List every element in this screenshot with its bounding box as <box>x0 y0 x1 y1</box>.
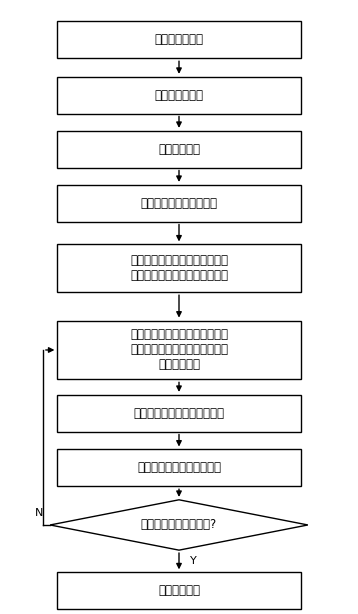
Text: 近红外光谱采集: 近红外光谱采集 <box>155 88 203 102</box>
Text: 基于量子遗传模拟退火算法的支
持向量机参数和近红外光谱特征
波长同步优化: 基于量子遗传模拟退火算法的支 持向量机参数和近红外光谱特征 波长同步优化 <box>130 328 228 371</box>
Bar <box>57 131 301 168</box>
Bar <box>57 395 301 432</box>
Text: N: N <box>35 508 43 518</box>
Text: 样本采集与制备: 样本采集与制备 <box>155 33 203 47</box>
Text: 输出评价模型: 输出评价模型 <box>158 584 200 597</box>
Text: 基于竞争自适应重加权采样算法
的近红外光谱特征波长初步优选: 基于竞争自适应重加权采样算法 的近红外光谱特征波长初步优选 <box>130 254 228 282</box>
Text: 光谱预处理及样品集划分: 光谱预处理及样品集划分 <box>140 196 218 210</box>
Polygon shape <box>50 500 308 550</box>
Bar <box>57 321 301 379</box>
Bar <box>57 77 301 114</box>
Bar <box>57 244 301 292</box>
Bar <box>57 21 301 58</box>
Text: 评测回归评价模型检测性能: 评测回归评价模型检测性能 <box>137 461 221 475</box>
Text: 食味品质评定: 食味品质评定 <box>158 142 200 156</box>
Bar <box>57 185 301 222</box>
Bar <box>57 572 301 609</box>
Text: 检测性能是否满足需求?: 检测性能是否满足需求? <box>141 518 217 532</box>
Bar <box>57 449 301 486</box>
Text: 建立支持向量机回归评价模型: 建立支持向量机回归评价模型 <box>134 406 224 420</box>
Text: Y: Y <box>190 556 197 566</box>
